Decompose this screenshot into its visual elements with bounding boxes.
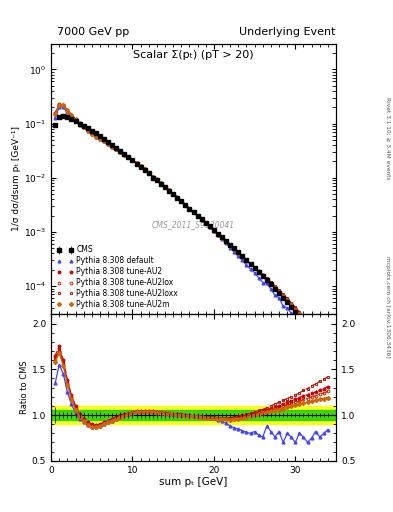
- Pythia 8.308 tune-AU2: [118, 148, 123, 154]
- Pythia 8.308 tune-AU2lox: [118, 148, 123, 155]
- Pythia 8.308 tune-AU2: [57, 101, 62, 108]
- Pythia 8.308 tune-AU2lox: [53, 111, 57, 117]
- Text: mcplots.cern.ch [arXiv:1306.3436]: mcplots.cern.ch [arXiv:1306.3436]: [386, 257, 390, 358]
- Pythia 8.308 tune-AU2: [216, 231, 220, 238]
- Pythia 8.308 tune-AU2loxx: [211, 227, 216, 233]
- Pythia 8.308 tune-AU2lox: [301, 315, 306, 322]
- Pythia 8.308 default: [122, 151, 127, 157]
- X-axis label: sum pₜ [GeV]: sum pₜ [GeV]: [160, 477, 228, 487]
- Pythia 8.308 tune-AU2loxx: [171, 190, 176, 197]
- Pythia 8.308 tune-AU2: [53, 110, 57, 116]
- Pythia 8.308 tune-AU2m: [301, 316, 306, 323]
- Pythia 8.308 tune-AU2m: [216, 231, 220, 238]
- Pythia 8.308 tune-AU2lox: [122, 151, 127, 157]
- Line: Pythia 8.308 tune-AU2m: Pythia 8.308 tune-AU2m: [54, 104, 329, 355]
- Text: 7000 GeV pp: 7000 GeV pp: [57, 27, 129, 37]
- Pythia 8.308 default: [301, 326, 306, 332]
- Pythia 8.308 tune-AU2m: [118, 148, 123, 155]
- Pythia 8.308 tune-AU2loxx: [57, 101, 62, 108]
- Legend: CMS, Pythia 8.308 default, Pythia 8.308 tune-AU2, Pythia 8.308 tune-AU2lox, Pyth: CMS, Pythia 8.308 default, Pythia 8.308 …: [55, 244, 180, 311]
- Pythia 8.308 tune-AU2m: [57, 102, 62, 108]
- Bar: [51, 406, 336, 424]
- Pythia 8.308 tune-AU2m: [53, 111, 57, 117]
- Pythia 8.308 tune-AU2lox: [325, 349, 330, 355]
- Text: Rivet 3.1.10; ≥ 3.4M events: Rivet 3.1.10; ≥ 3.4M events: [386, 97, 390, 180]
- Line: Pythia 8.308 tune-AU2loxx: Pythia 8.308 tune-AU2loxx: [54, 103, 329, 351]
- Bar: [51, 411, 336, 420]
- Pythia 8.308 tune-AU2loxx: [216, 231, 220, 238]
- Line: Pythia 8.308 tune-AU2: Pythia 8.308 tune-AU2: [53, 102, 330, 353]
- Pythia 8.308 tune-AU2m: [211, 227, 216, 233]
- Pythia 8.308 default: [216, 232, 220, 238]
- Pythia 8.308 default: [53, 115, 57, 121]
- Line: Pythia 8.308 tune-AU2lox: Pythia 8.308 tune-AU2lox: [54, 103, 329, 353]
- Pythia 8.308 tune-AU2loxx: [301, 313, 306, 319]
- Y-axis label: 1/σ dσ/dsum pₜ [GeV⁻¹]: 1/σ dσ/dsum pₜ [GeV⁻¹]: [12, 126, 21, 231]
- Text: CMS_2011_S9120041: CMS_2011_S9120041: [152, 221, 235, 229]
- Pythia 8.308 tune-AU2: [211, 227, 216, 233]
- Pythia 8.308 tune-AU2m: [171, 190, 176, 197]
- Pythia 8.308 tune-AU2loxx: [118, 148, 123, 154]
- Pythia 8.308 default: [211, 227, 216, 233]
- Line: Pythia 8.308 default: Pythia 8.308 default: [54, 105, 329, 363]
- Pythia 8.308 default: [171, 190, 176, 197]
- Pythia 8.308 tune-AU2: [171, 190, 176, 197]
- Pythia 8.308 tune-AU2lox: [216, 231, 220, 238]
- Pythia 8.308 tune-AU2: [325, 348, 330, 354]
- Pythia 8.308 tune-AU2loxx: [122, 151, 127, 157]
- Pythia 8.308 tune-AU2m: [325, 350, 330, 356]
- Pythia 8.308 tune-AU2: [301, 315, 306, 321]
- Text: Scalar Σ(pₜ) (pT > 20): Scalar Σ(pₜ) (pT > 20): [133, 50, 254, 60]
- Pythia 8.308 tune-AU2: [122, 151, 127, 157]
- Pythia 8.308 tune-AU2lox: [171, 190, 176, 197]
- Pythia 8.308 tune-AU2loxx: [53, 110, 57, 116]
- Y-axis label: Ratio to CMS: Ratio to CMS: [20, 361, 29, 414]
- Pythia 8.308 default: [118, 148, 123, 155]
- Pythia 8.308 tune-AU2loxx: [325, 346, 330, 352]
- Pythia 8.308 default: [325, 358, 330, 365]
- Pythia 8.308 tune-AU2m: [122, 152, 127, 158]
- Pythia 8.308 default: [61, 104, 66, 110]
- Pythia 8.308 tune-AU2lox: [57, 102, 62, 108]
- Text: Underlying Event: Underlying Event: [239, 27, 335, 37]
- Pythia 8.308 tune-AU2lox: [211, 227, 216, 233]
